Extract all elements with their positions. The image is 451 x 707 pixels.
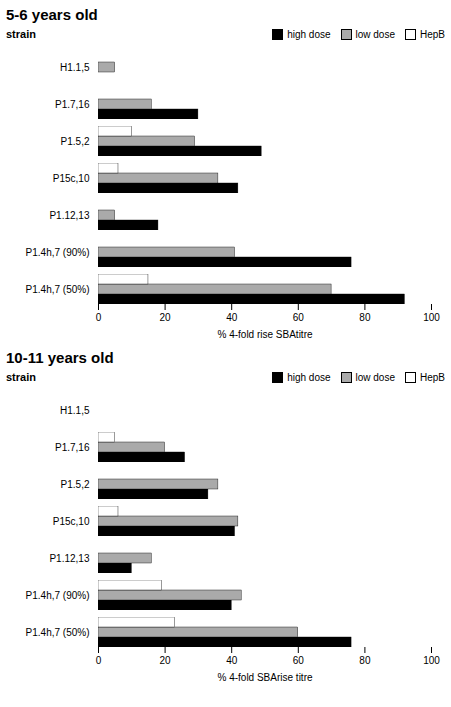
html-text:HepB: HepB bbox=[420, 28, 445, 40]
svg-text:80: 80 bbox=[359, 655, 371, 666]
html-text:HepB: HepB bbox=[420, 371, 445, 383]
svg-text:40: 40 bbox=[226, 655, 238, 666]
svg-text:P1.7,16: P1.7,16 bbox=[55, 442, 90, 453]
svg-text:P1.4h,7 (50%): P1.4h,7 (50%) bbox=[26, 627, 90, 638]
html-text:low dose: low dose bbox=[355, 371, 395, 383]
svg-text:P1.5,2: P1.5,2 bbox=[61, 136, 90, 147]
svg-text:% 4-fold rise SBAtitre: % 4-fold rise SBAtitre bbox=[217, 329, 312, 340]
svg-text:80: 80 bbox=[359, 312, 371, 323]
svg-text:P1.4h,7 (50%): P1.4h,7 (50%) bbox=[26, 284, 90, 295]
svg-text:P1.12,13: P1.12,13 bbox=[49, 553, 89, 564]
html-text:high dose: high dose bbox=[287, 371, 331, 383]
svg-text:40: 40 bbox=[226, 312, 238, 323]
svg-text:20: 20 bbox=[160, 312, 172, 323]
svg-text:H1.1,5: H1.1,5 bbox=[60, 405, 90, 416]
svg-text:100: 100 bbox=[423, 655, 440, 666]
html-text:low dose: low dose bbox=[355, 28, 395, 40]
svg-text:P1.7,16: P1.7,16 bbox=[55, 99, 90, 110]
html-text:strain: strain bbox=[6, 28, 36, 40]
svg-text:60: 60 bbox=[293, 655, 305, 666]
svg-text:P1.5,2: P1.5,2 bbox=[61, 479, 90, 490]
svg-text:0: 0 bbox=[96, 312, 102, 323]
svg-text:P15c,10: P15c,10 bbox=[53, 173, 90, 184]
svg-text:P1.4h,7 (90%): P1.4h,7 (90%) bbox=[26, 247, 90, 258]
svg-text:100: 100 bbox=[423, 312, 440, 323]
svg-text:60: 60 bbox=[293, 312, 305, 323]
html-text:10-11 years old: 10-11 years old bbox=[6, 349, 114, 366]
svg-text:H1.1,5: H1.1,5 bbox=[60, 62, 90, 73]
html-text:strain: strain bbox=[6, 371, 36, 383]
svg-text:0: 0 bbox=[96, 655, 102, 666]
svg-text:% 4-fold SBArise titre: % 4-fold SBArise titre bbox=[217, 672, 312, 683]
svg-text:P15c,10: P15c,10 bbox=[53, 516, 90, 527]
html-text:5-6 years old: 5-6 years old bbox=[6, 6, 98, 23]
svg-text:P1.12,13: P1.12,13 bbox=[49, 210, 89, 221]
svg-text:P1.4h,7 (90%): P1.4h,7 (90%) bbox=[26, 590, 90, 601]
svg-text:20: 20 bbox=[160, 655, 172, 666]
html-text:high dose: high dose bbox=[287, 28, 331, 40]
